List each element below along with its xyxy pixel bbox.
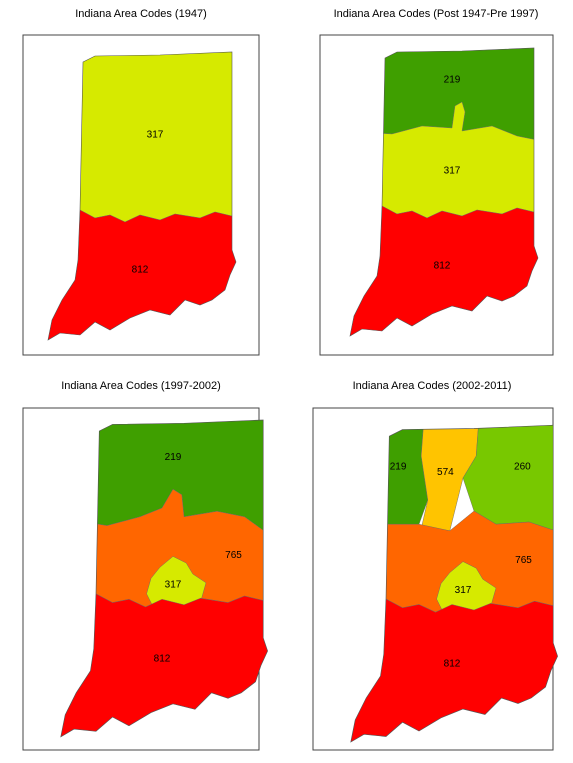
area-code-region	[350, 205, 538, 336]
area-code-label: 317	[147, 130, 164, 141]
area-code-label: 765	[225, 550, 242, 561]
area-code-label: 219	[390, 462, 407, 473]
map-panel: Indiana Area Codes (1947) 317 812	[22, 8, 260, 356]
area-code-label: 812	[132, 265, 149, 276]
area-code-label: 260	[514, 462, 531, 473]
area-code-region	[350, 48, 538, 142]
area-code-region	[48, 209, 236, 340]
area-code-label: 219	[165, 452, 182, 463]
map-title: Indiana Area Codes (Post 1947-Pre 1997)	[334, 8, 539, 20]
state-shape	[47, 51, 237, 341]
state-shape	[349, 47, 539, 337]
area-code-region	[350, 598, 558, 743]
state-shape	[60, 419, 268, 738]
area-code-label: 812	[444, 659, 461, 670]
area-code-label: 219	[444, 75, 461, 86]
state-outline	[350, 424, 558, 743]
map-panel: Indiana Area Codes (Post 1947-Pre 1997) 2…	[319, 8, 554, 356]
state-outline	[349, 47, 539, 337]
area-code-label: 317	[165, 580, 182, 591]
area-code-label: 317	[455, 585, 472, 596]
area-code-label: 812	[154, 653, 171, 664]
state-outline	[60, 419, 268, 738]
map-panel: Indiana Area Codes (2002-2011) 219 574 260 7…	[312, 380, 558, 751]
map-title: Indiana Area Codes (1947)	[75, 8, 206, 20]
map-title: Indiana Area Codes (2002-2011)	[353, 380, 512, 392]
area-code-region	[48, 52, 236, 223]
map-title: Indiana Area Codes (1997-2002)	[61, 380, 221, 392]
area-code-region	[350, 425, 429, 525]
map-panel: Indiana Area Codes (1997-2002) 219 765 317 8…	[22, 380, 268, 751]
area-code-label: 765	[515, 555, 532, 566]
map-frame	[319, 34, 554, 356]
state-outline	[47, 51, 237, 341]
map-frame	[22, 34, 260, 356]
area-code-label: 812	[434, 261, 451, 272]
area-code-region	[60, 593, 268, 737]
area-code-label: 317	[444, 166, 461, 177]
area-code-label: 574	[437, 467, 454, 478]
